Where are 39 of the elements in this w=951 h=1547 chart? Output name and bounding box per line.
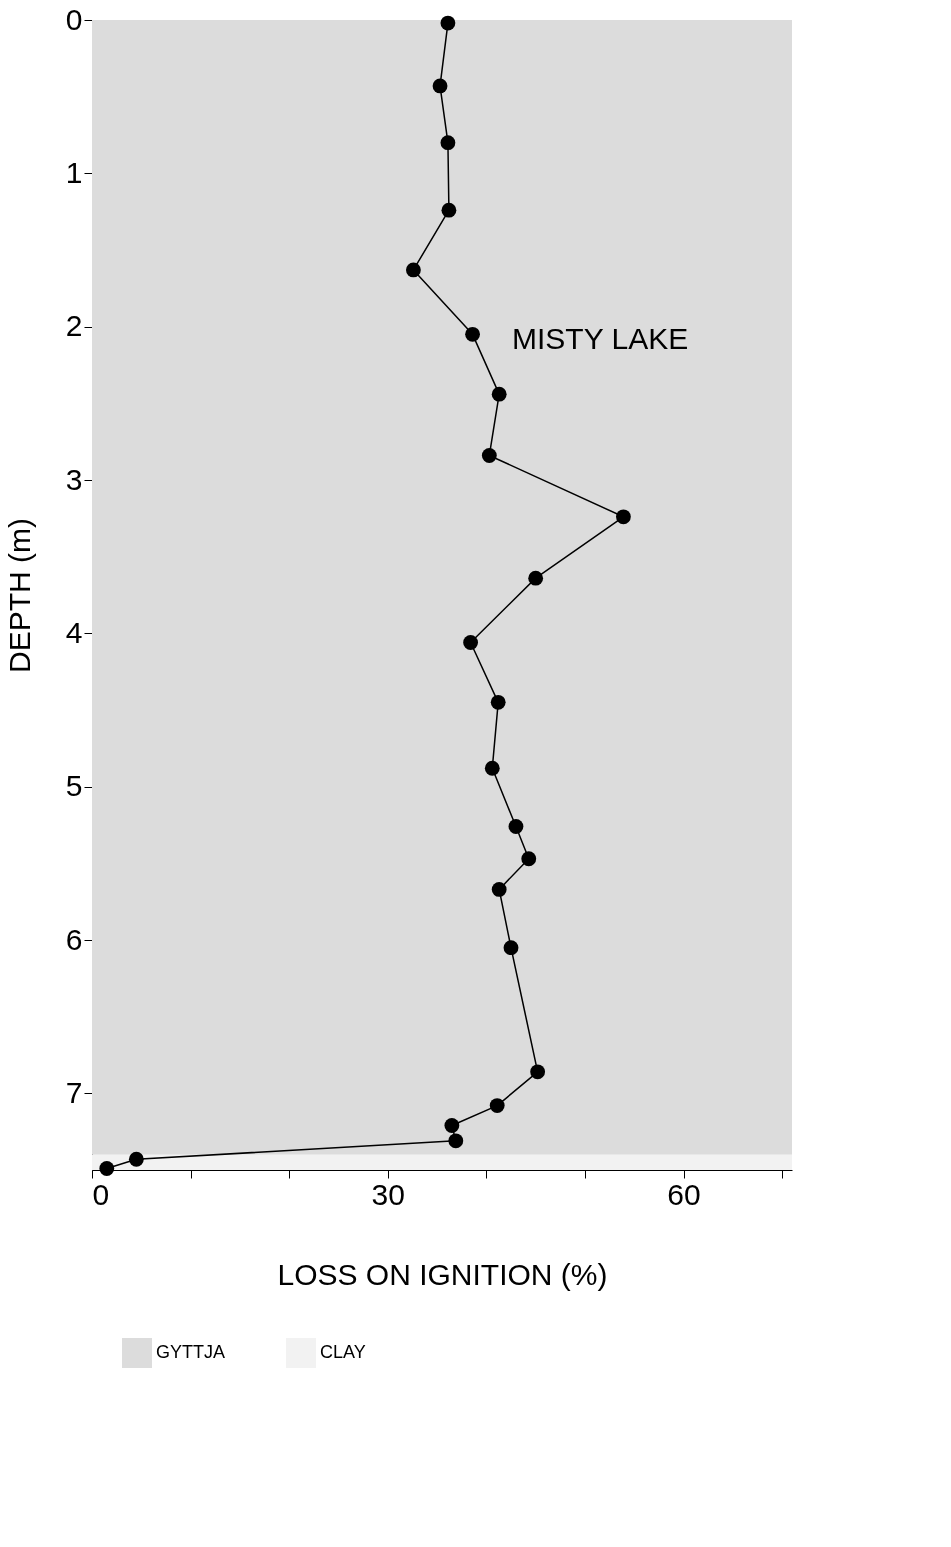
legend-label: GYTTJA [156, 1342, 226, 1362]
y-tick-label: 0 [65, 2, 83, 36]
x-axis-title: LOSS ON IGNITION (%) [277, 1257, 608, 1291]
point [128, 1151, 144, 1167]
point [481, 448, 497, 463]
point [508, 819, 524, 834]
point [528, 570, 544, 586]
point [444, 1118, 460, 1133]
point [440, 15, 456, 31]
point [530, 1064, 546, 1080]
point [521, 851, 537, 867]
y-tick-label: 4 [65, 615, 83, 649]
point [463, 635, 479, 650]
x-tick-label: 0 [92, 1177, 110, 1211]
point [489, 1098, 505, 1113]
point [465, 326, 480, 342]
point [491, 882, 507, 897]
x-tick-label: 30 [371, 1177, 405, 1211]
x-tick-label: 60 [667, 1177, 701, 1211]
point [491, 386, 507, 402]
y-tick-label: 2 [65, 309, 83, 343]
point [615, 509, 631, 525]
point [484, 760, 500, 776]
y-tick-label: 3 [65, 462, 83, 496]
annotation: MISTY LAKE [512, 322, 689, 355]
point [441, 202, 457, 218]
point [99, 1161, 115, 1176]
y-axis-title: DEPTH (m) [2, 518, 36, 673]
legend-label: CLAY [320, 1342, 366, 1362]
point [503, 940, 519, 956]
y-tick-label: 5 [65, 769, 83, 803]
point [432, 78, 448, 94]
point [490, 694, 506, 710]
point [405, 262, 421, 278]
point [440, 135, 456, 151]
y-tick-label: 7 [65, 1075, 83, 1109]
y-tick-label: 6 [65, 922, 83, 956]
point [448, 1133, 464, 1149]
y-tick-label: 1 [65, 155, 83, 189]
